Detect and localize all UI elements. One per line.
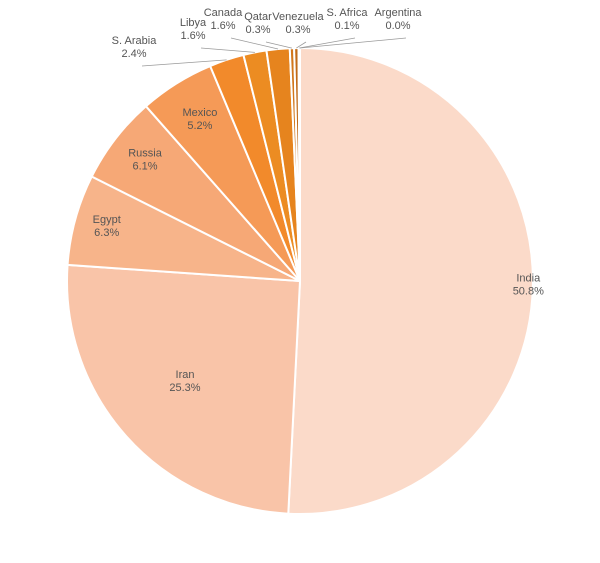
slice-label-venezuela: Venezuela (272, 11, 324, 23)
slice-value-india: 50.8% (513, 286, 544, 298)
leader-line-canada (230, 37, 279, 50)
slice-value-egypt: 6.3% (94, 227, 119, 239)
slice-label-s-arabia: S. Arabia (112, 35, 158, 47)
slice-value-iran: 25.3% (169, 382, 200, 394)
pie-slice-iran (66, 263, 302, 515)
leader-line-argentina (299, 37, 407, 49)
slice-value-libya: 1.6% (180, 30, 205, 42)
leader-line-s-arabia (141, 59, 227, 67)
pie-slices (66, 46, 534, 515)
slice-value-s-africa: 0.1% (334, 20, 359, 32)
slice-label-iran: Iran (176, 369, 195, 381)
slice-label-canada: Canada (204, 7, 243, 19)
leader-line-venezuela (296, 41, 307, 49)
slice-label-egypt: Egypt (93, 214, 121, 226)
leader-line-s-africa (299, 37, 356, 49)
slice-value-russia: 6.1% (132, 161, 157, 173)
slice-label-qatar: Qatar (244, 11, 272, 23)
slice-value-mexico: 5.2% (187, 120, 212, 132)
slice-label-mexico: Mexico (182, 107, 217, 119)
slice-label-india: India (516, 273, 541, 285)
slice-value-canada: 1.6% (210, 20, 235, 32)
leader-line-qatar (265, 41, 293, 49)
slice-label-russia: Russia (128, 148, 163, 160)
slice-value-venezuela: 0.3% (285, 24, 310, 36)
slice-label-libya: Libya (180, 17, 207, 29)
leader-line-libya (200, 47, 255, 53)
pie-slice-india (287, 46, 534, 515)
slice-value-argentina: 0.0% (385, 20, 410, 32)
slice-label-argentina: Argentina (374, 7, 422, 19)
slice-value-qatar: 0.3% (245, 24, 270, 36)
leader-lines (141, 37, 407, 67)
slice-value-s-arabia: 2.4% (121, 48, 146, 60)
slice-label-s-africa: S. Africa (327, 7, 369, 19)
